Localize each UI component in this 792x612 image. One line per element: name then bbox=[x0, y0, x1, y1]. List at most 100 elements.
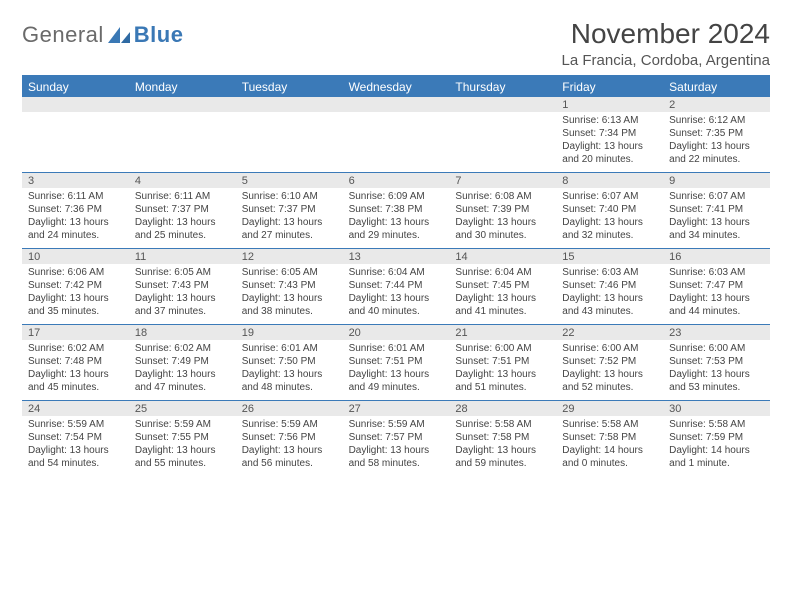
header: General Blue November 2024 La Francia, C… bbox=[22, 18, 770, 69]
sunset-text: Sunset: 7:43 PM bbox=[242, 279, 337, 292]
detail-cell: Sunrise: 6:04 AMSunset: 7:44 PMDaylight:… bbox=[343, 264, 450, 324]
sunset-text: Sunset: 7:53 PM bbox=[669, 355, 764, 368]
month-title: November 2024 bbox=[562, 18, 770, 50]
date-cell: 29 bbox=[556, 401, 663, 416]
detail-cell: Sunrise: 6:07 AMSunset: 7:41 PMDaylight:… bbox=[663, 188, 770, 248]
sunset-text: Sunset: 7:34 PM bbox=[562, 127, 657, 140]
detail-cell: Sunrise: 6:01 AMSunset: 7:51 PMDaylight:… bbox=[343, 340, 450, 400]
date-cell: 21 bbox=[449, 325, 556, 340]
detail-cell bbox=[343, 112, 450, 172]
detail-cell bbox=[449, 112, 556, 172]
sunrise-text: Sunrise: 6:03 AM bbox=[562, 266, 657, 279]
date-cell: 23 bbox=[663, 325, 770, 340]
detail-cell: Sunrise: 5:58 AMSunset: 7:59 PMDaylight:… bbox=[663, 416, 770, 476]
sunset-text: Sunset: 7:41 PM bbox=[669, 203, 764, 216]
daylight-text: Daylight: 13 hours and 59 minutes. bbox=[455, 444, 550, 470]
daylight-text: Daylight: 13 hours and 41 minutes. bbox=[455, 292, 550, 318]
sunrise-text: Sunrise: 6:00 AM bbox=[455, 342, 550, 355]
detail-cell: Sunrise: 5:58 AMSunset: 7:58 PMDaylight:… bbox=[556, 416, 663, 476]
detail-cell: Sunrise: 6:02 AMSunset: 7:49 PMDaylight:… bbox=[129, 340, 236, 400]
date-cell: 15 bbox=[556, 249, 663, 264]
sunrise-text: Sunrise: 6:00 AM bbox=[562, 342, 657, 355]
weekday-tue: Tuesday bbox=[236, 77, 343, 97]
daylight-text: Daylight: 13 hours and 45 minutes. bbox=[28, 368, 123, 394]
sunset-text: Sunset: 7:37 PM bbox=[242, 203, 337, 216]
sunset-text: Sunset: 7:45 PM bbox=[455, 279, 550, 292]
sunrise-text: Sunrise: 6:11 AM bbox=[28, 190, 123, 203]
sunset-text: Sunset: 7:47 PM bbox=[669, 279, 764, 292]
sunset-text: Sunset: 7:42 PM bbox=[28, 279, 123, 292]
daylight-text: Daylight: 13 hours and 32 minutes. bbox=[562, 216, 657, 242]
sunset-text: Sunset: 7:46 PM bbox=[562, 279, 657, 292]
detail-cell: Sunrise: 6:00 AMSunset: 7:52 PMDaylight:… bbox=[556, 340, 663, 400]
sunrise-text: Sunrise: 6:00 AM bbox=[669, 342, 764, 355]
date-cell: 30 bbox=[663, 401, 770, 416]
date-cell bbox=[236, 97, 343, 112]
daylight-text: Daylight: 13 hours and 58 minutes. bbox=[349, 444, 444, 470]
date-cell: 26 bbox=[236, 401, 343, 416]
sunset-text: Sunset: 7:52 PM bbox=[562, 355, 657, 368]
daylight-text: Daylight: 13 hours and 43 minutes. bbox=[562, 292, 657, 318]
sunset-text: Sunset: 7:50 PM bbox=[242, 355, 337, 368]
daylight-text: Daylight: 13 hours and 55 minutes. bbox=[135, 444, 230, 470]
sunrise-text: Sunrise: 6:10 AM bbox=[242, 190, 337, 203]
sunset-text: Sunset: 7:58 PM bbox=[562, 431, 657, 444]
daylight-text: Daylight: 13 hours and 40 minutes. bbox=[349, 292, 444, 318]
sunset-text: Sunset: 7:59 PM bbox=[669, 431, 764, 444]
sunset-text: Sunset: 7:55 PM bbox=[135, 431, 230, 444]
weekday-fri: Friday bbox=[556, 77, 663, 97]
sunset-text: Sunset: 7:37 PM bbox=[135, 203, 230, 216]
date-cell: 16 bbox=[663, 249, 770, 264]
date-cell: 6 bbox=[343, 173, 450, 188]
date-cell: 13 bbox=[343, 249, 450, 264]
date-cell: 7 bbox=[449, 173, 556, 188]
detail-cell: Sunrise: 5:59 AMSunset: 7:55 PMDaylight:… bbox=[129, 416, 236, 476]
date-cell bbox=[343, 97, 450, 112]
detail-cell bbox=[22, 112, 129, 172]
detail-row: Sunrise: 6:13 AMSunset: 7:34 PMDaylight:… bbox=[22, 112, 770, 172]
daylight-text: Daylight: 14 hours and 1 minute. bbox=[669, 444, 764, 470]
detail-cell: Sunrise: 6:04 AMSunset: 7:45 PMDaylight:… bbox=[449, 264, 556, 324]
daylight-text: Daylight: 13 hours and 53 minutes. bbox=[669, 368, 764, 394]
date-row: 10111213141516 bbox=[22, 248, 770, 264]
sunset-text: Sunset: 7:40 PM bbox=[562, 203, 657, 216]
sunset-text: Sunset: 7:39 PM bbox=[455, 203, 550, 216]
detail-cell: Sunrise: 6:12 AMSunset: 7:35 PMDaylight:… bbox=[663, 112, 770, 172]
sunset-text: Sunset: 7:58 PM bbox=[455, 431, 550, 444]
date-cell: 2 bbox=[663, 97, 770, 112]
logo: General Blue bbox=[22, 18, 183, 48]
sunset-text: Sunset: 7:48 PM bbox=[28, 355, 123, 368]
sunset-text: Sunset: 7:56 PM bbox=[242, 431, 337, 444]
detail-cell: Sunrise: 6:11 AMSunset: 7:37 PMDaylight:… bbox=[129, 188, 236, 248]
sunrise-text: Sunrise: 6:09 AM bbox=[349, 190, 444, 203]
date-row: 17181920212223 bbox=[22, 324, 770, 340]
daylight-text: Daylight: 13 hours and 25 minutes. bbox=[135, 216, 230, 242]
sunrise-text: Sunrise: 6:08 AM bbox=[455, 190, 550, 203]
daylight-text: Daylight: 13 hours and 49 minutes. bbox=[349, 368, 444, 394]
daylight-text: Daylight: 13 hours and 54 minutes. bbox=[28, 444, 123, 470]
weekday-wed: Wednesday bbox=[343, 77, 450, 97]
date-cell: 17 bbox=[22, 325, 129, 340]
detail-row: Sunrise: 6:06 AMSunset: 7:42 PM Daylight:… bbox=[22, 264, 770, 324]
logo-word2: Blue bbox=[134, 22, 184, 48]
sunrise-text: Sunrise: 6:07 AM bbox=[669, 190, 764, 203]
sunrise-text: Sunrise: 6:02 AM bbox=[28, 342, 123, 355]
date-cell: 8 bbox=[556, 173, 663, 188]
sunrise-text: Sunrise: 5:59 AM bbox=[135, 418, 230, 431]
date-cell: 14 bbox=[449, 249, 556, 264]
daylight-text: Daylight: 13 hours and 34 minutes. bbox=[669, 216, 764, 242]
daylight-text: Daylight: 13 hours and 38 minutes. bbox=[242, 292, 337, 318]
detail-cell: Sunrise: 6:02 AMSunset: 7:48 PMDaylight:… bbox=[22, 340, 129, 400]
date-cell bbox=[449, 97, 556, 112]
detail-cell bbox=[236, 112, 343, 172]
daylight-text: Daylight: 13 hours and 48 minutes. bbox=[242, 368, 337, 394]
detail-cell: Sunrise: 6:03 AMSunset: 7:46 PMDaylight:… bbox=[556, 264, 663, 324]
logo-sail-icon bbox=[106, 25, 132, 45]
detail-row: Sunrise: 6:02 AMSunset: 7:48 PMDaylight:… bbox=[22, 340, 770, 400]
detail-cell: Sunrise: 6:08 AMSunset: 7:39 PMDaylight:… bbox=[449, 188, 556, 248]
location: La Francia, Cordoba, Argentina bbox=[562, 52, 770, 69]
daylight-text: Daylight: 13 hours and 44 minutes. bbox=[669, 292, 764, 318]
detail-cell: Sunrise: 6:00 AMSunset: 7:51 PMDaylight:… bbox=[449, 340, 556, 400]
sunrise-text: Sunrise: 5:58 AM bbox=[455, 418, 550, 431]
sunrise-text: Sunrise: 6:06 AM bbox=[28, 266, 123, 279]
